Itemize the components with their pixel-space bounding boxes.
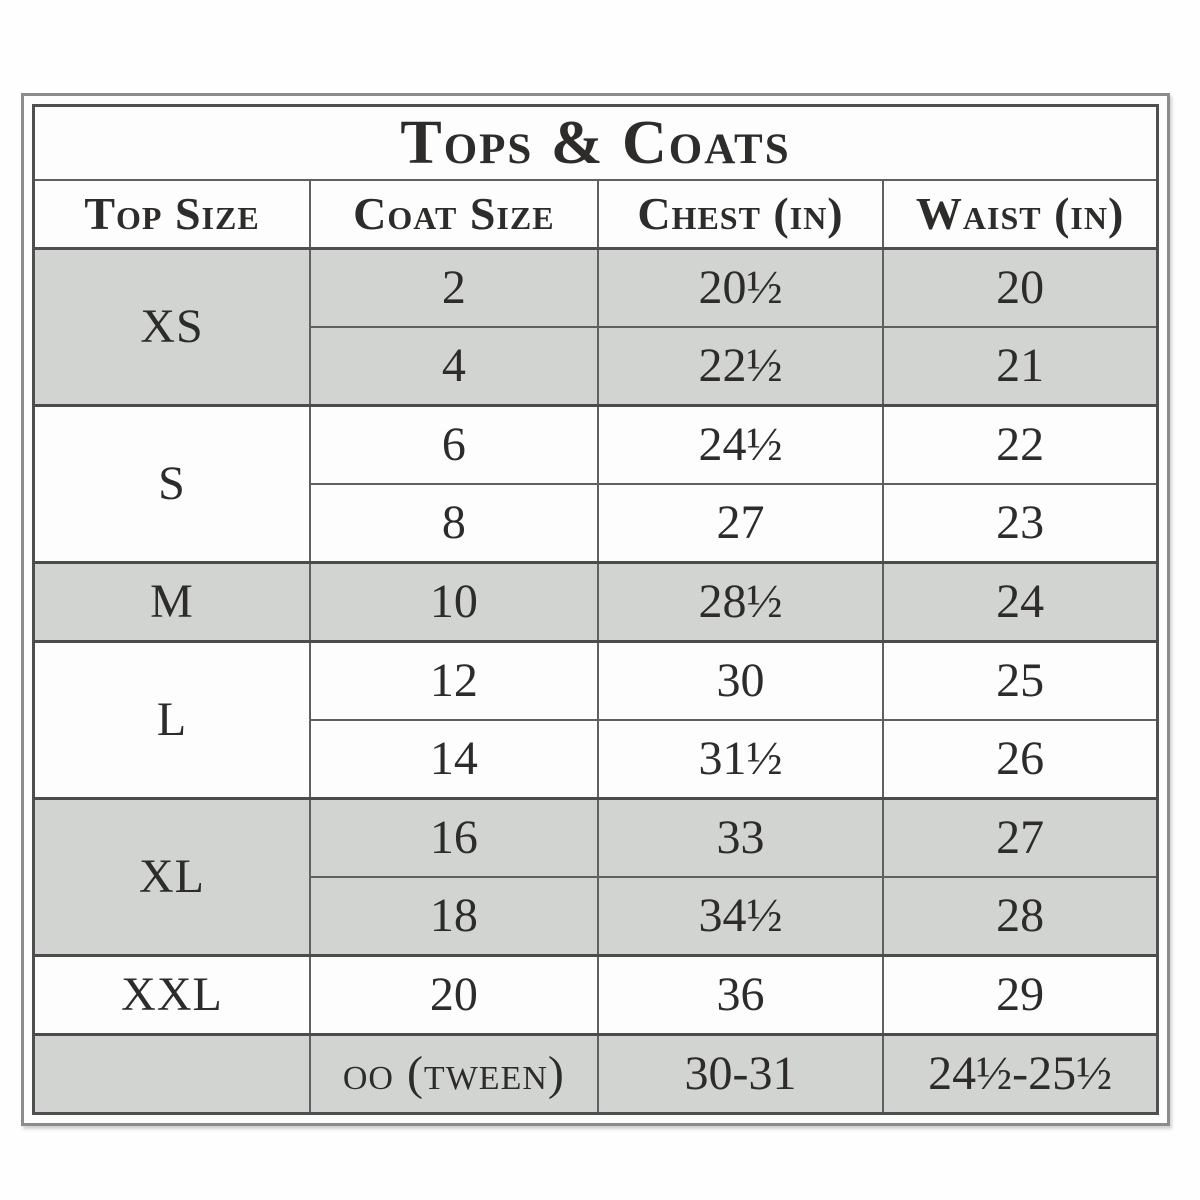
cell-coat-size: 6: [309, 404, 599, 485]
cell-waist: 24½-25½: [882, 1033, 1159, 1115]
table-row-xs-4: 4 22½ 21: [34, 326, 1159, 407]
table-row-s-6: S 6 24½ 22: [32, 404, 1159, 564]
cell-waist: 22: [882, 404, 1159, 485]
table-row-xl-16: XL 16 33 27: [32, 797, 1159, 957]
table-row-xxl-20: XXL 20 36 29: [32, 954, 1159, 1036]
cell-coat-size: 10: [309, 561, 599, 643]
cell-chest: 30: [596, 640, 885, 721]
table-title: Tops & Coats: [32, 104, 1159, 181]
cell-top-size-m: M: [32, 561, 311, 643]
cell-chest: 24½: [596, 404, 885, 485]
table-row-tween: oo (tween) 30-31 24½-25½: [32, 1033, 1159, 1115]
size-chart-table: Tops & Coats Top Size Coat Size Chest (i…: [32, 104, 1159, 1115]
cell-coat-size: 16: [309, 797, 599, 878]
cell-top-size-xs: XS: [32, 247, 311, 407]
column-header-top-size: Top Size: [32, 179, 311, 250]
table-row-xs-2: XS 2 20½ 20: [32, 247, 1159, 407]
cell-chest: 27: [596, 483, 885, 564]
cell-chest: 22½: [596, 326, 885, 407]
cell-coat-size: 4: [309, 326, 599, 407]
cell-coat-size: 20: [309, 954, 599, 1036]
cell-top-size-empty: [32, 1033, 311, 1115]
cell-coat-size: 18: [309, 876, 599, 957]
cell-chest: 31½: [596, 719, 885, 800]
cell-coat-size: 2: [309, 247, 599, 328]
size-chart-frame: Tops & Coats Top Size Coat Size Chest (i…: [21, 93, 1170, 1126]
table-row-xl-18: 18 34½ 28: [34, 876, 1159, 957]
cell-chest: 20½: [596, 247, 885, 328]
table-title-row: Tops & Coats: [32, 104, 1159, 181]
column-header-chest: Chest (in): [596, 179, 885, 250]
cell-top-size-xxl: XXL: [32, 954, 311, 1036]
cell-waist: 24: [882, 561, 1159, 643]
cell-top-size-l: L: [32, 640, 311, 800]
column-header-coat-size: Coat Size: [309, 179, 599, 250]
cell-waist: 21: [882, 326, 1159, 407]
cell-coat-size-tween: oo (tween): [309, 1033, 599, 1115]
cell-chest: 36: [596, 954, 885, 1036]
cell-waist: 26: [882, 719, 1159, 800]
table-header-row: Top Size Coat Size Chest (in) Waist (in): [32, 179, 1159, 250]
cell-top-size-xl: XL: [32, 797, 311, 957]
cell-waist: 28: [882, 876, 1159, 957]
cell-waist: 27: [882, 797, 1159, 878]
cell-coat-size: 8: [309, 483, 599, 564]
table-row-m-10: M 10 28½ 24: [32, 561, 1159, 643]
cell-waist: 25: [882, 640, 1159, 721]
table-row-l-12: L 12 30 25: [32, 640, 1159, 800]
table-row-s-8: 8 27 23: [34, 483, 1159, 564]
cell-coat-size: 12: [309, 640, 599, 721]
cell-waist: 20: [882, 247, 1159, 328]
cell-chest: 34½: [596, 876, 885, 957]
cell-chest: 33: [596, 797, 885, 878]
cell-waist: 23: [882, 483, 1159, 564]
cell-waist: 29: [882, 954, 1159, 1036]
cell-coat-size: 14: [309, 719, 599, 800]
column-header-waist: Waist (in): [882, 179, 1159, 250]
cell-chest: 28½: [596, 561, 885, 643]
cell-top-size-s: S: [32, 404, 311, 564]
cell-chest: 30-31: [596, 1033, 885, 1115]
table-row-l-14: 14 31½ 26: [34, 719, 1159, 800]
